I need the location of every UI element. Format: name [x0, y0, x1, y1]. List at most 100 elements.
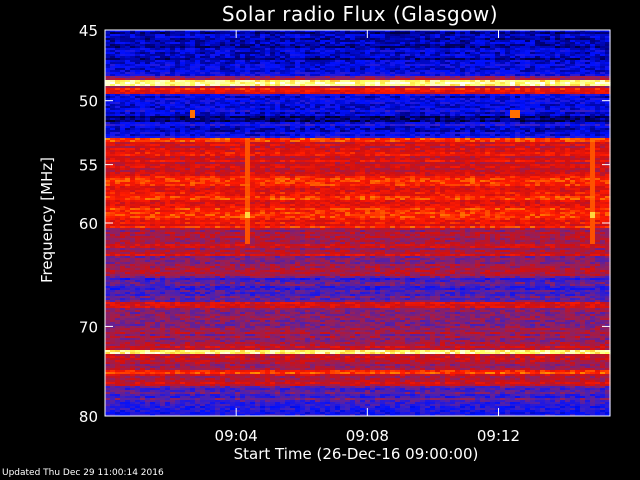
heatmap-cell	[455, 36, 461, 39]
heatmap-cell	[110, 30, 116, 33]
heatmap-cell	[285, 54, 291, 57]
heatmap-cell	[175, 50, 181, 53]
heatmap-cell	[265, 58, 271, 61]
heatmap-cell	[285, 30, 291, 33]
heatmap-cell	[470, 38, 476, 41]
heatmap-cell	[580, 38, 586, 41]
heatmap-cell	[540, 40, 546, 43]
heatmap-cell	[310, 38, 316, 41]
heatmap-cell	[295, 54, 301, 57]
heatmap-cell	[355, 40, 361, 43]
heatmap-cell	[200, 32, 206, 35]
heatmap-cell	[210, 40, 216, 43]
heatmap-cell	[245, 52, 251, 55]
heatmap-cell	[415, 42, 421, 45]
heatmap-cell	[605, 32, 611, 35]
heatmap-cell	[570, 54, 576, 57]
heatmap-cell	[155, 40, 161, 43]
heatmap-cell	[130, 54, 136, 57]
heatmap-cell	[150, 54, 156, 57]
heatmap-cell	[410, 36, 416, 39]
heatmap-cell	[360, 32, 366, 35]
heatmap-cell	[230, 52, 236, 55]
heatmap-cell	[455, 40, 461, 43]
heatmap-cell	[215, 48, 221, 51]
heatmap-cell	[165, 36, 171, 39]
heatmap-cell	[350, 44, 356, 47]
heatmap-cell	[105, 40, 111, 43]
heatmap-cell	[440, 58, 446, 61]
heatmap-cell	[240, 46, 246, 49]
heatmap-cell	[430, 44, 436, 47]
heatmap-cell	[250, 30, 256, 33]
heatmap-cell	[480, 48, 486, 51]
heatmap-cell	[160, 50, 166, 53]
heatmap-cell	[230, 50, 236, 53]
heatmap-cell	[280, 40, 286, 43]
heatmap-cell	[400, 42, 406, 45]
heatmap-cell	[285, 32, 291, 35]
heatmap-cell	[415, 44, 421, 47]
heatmap-cell	[395, 36, 401, 39]
heatmap-cell	[230, 44, 236, 47]
heatmap-cell	[305, 46, 311, 49]
heatmap-cell	[150, 56, 156, 59]
heatmap-cell	[250, 36, 256, 39]
heatmap-cell	[430, 52, 436, 55]
heatmap-cell	[495, 54, 501, 57]
heatmap-cell	[225, 40, 231, 43]
heatmap-cell	[120, 42, 126, 45]
heatmap-cell	[125, 56, 131, 59]
heatmap-cell	[145, 42, 151, 45]
heatmap-cell	[220, 40, 226, 43]
heatmap-cell	[430, 36, 436, 39]
heatmap-cell	[420, 56, 426, 59]
heatmap-cell	[485, 48, 491, 51]
heatmap-cell	[365, 44, 371, 47]
heatmap-cell	[135, 36, 141, 39]
heatmap-cell	[465, 58, 471, 61]
heatmap-cell	[530, 30, 536, 33]
heatmap-cell	[125, 44, 131, 47]
heatmap-cell	[350, 58, 356, 61]
heatmap-cell	[600, 36, 606, 39]
heatmap-cell	[170, 44, 176, 47]
heatmap-cell	[500, 32, 506, 35]
heatmap-cell	[175, 60, 181, 63]
heatmap-cell	[260, 38, 266, 41]
heatmap-cell	[355, 50, 361, 53]
heatmap-cell	[460, 34, 466, 37]
heatmap-cell	[305, 60, 311, 63]
heatmap-cell	[495, 50, 501, 53]
heatmap-cell	[130, 48, 136, 51]
heatmap-cell	[380, 44, 386, 47]
heatmap-cell	[140, 62, 146, 65]
heatmap-cell	[540, 56, 546, 59]
heatmap-cell	[430, 48, 436, 51]
heatmap-cell	[325, 30, 331, 33]
heatmap-cell	[565, 56, 571, 59]
heatmap-cell	[315, 60, 321, 63]
heatmap-cell	[565, 44, 571, 47]
heatmap-cell	[465, 42, 471, 45]
heatmap-cell	[235, 46, 241, 49]
heatmap-cell	[395, 56, 401, 59]
heatmap-cell	[215, 44, 221, 47]
heatmap-cell	[325, 52, 331, 55]
heatmap-cell	[275, 54, 281, 57]
heatmap-cell	[380, 48, 386, 51]
heatmap-cell	[180, 40, 186, 43]
heatmap-cell	[350, 34, 356, 37]
heatmap-cell	[565, 36, 571, 39]
heatmap-cell	[225, 32, 231, 35]
heatmap-cell	[135, 56, 141, 59]
heatmap-cell	[605, 38, 611, 41]
heatmap-cell	[460, 48, 466, 51]
heatmap-cell	[345, 40, 351, 43]
heatmap-cell	[175, 54, 181, 57]
heatmap-cell	[315, 36, 321, 39]
heatmap-cell	[505, 54, 511, 57]
heatmap-cell	[120, 40, 126, 43]
heatmap-cell	[605, 30, 611, 33]
heatmap-cell	[570, 60, 576, 63]
